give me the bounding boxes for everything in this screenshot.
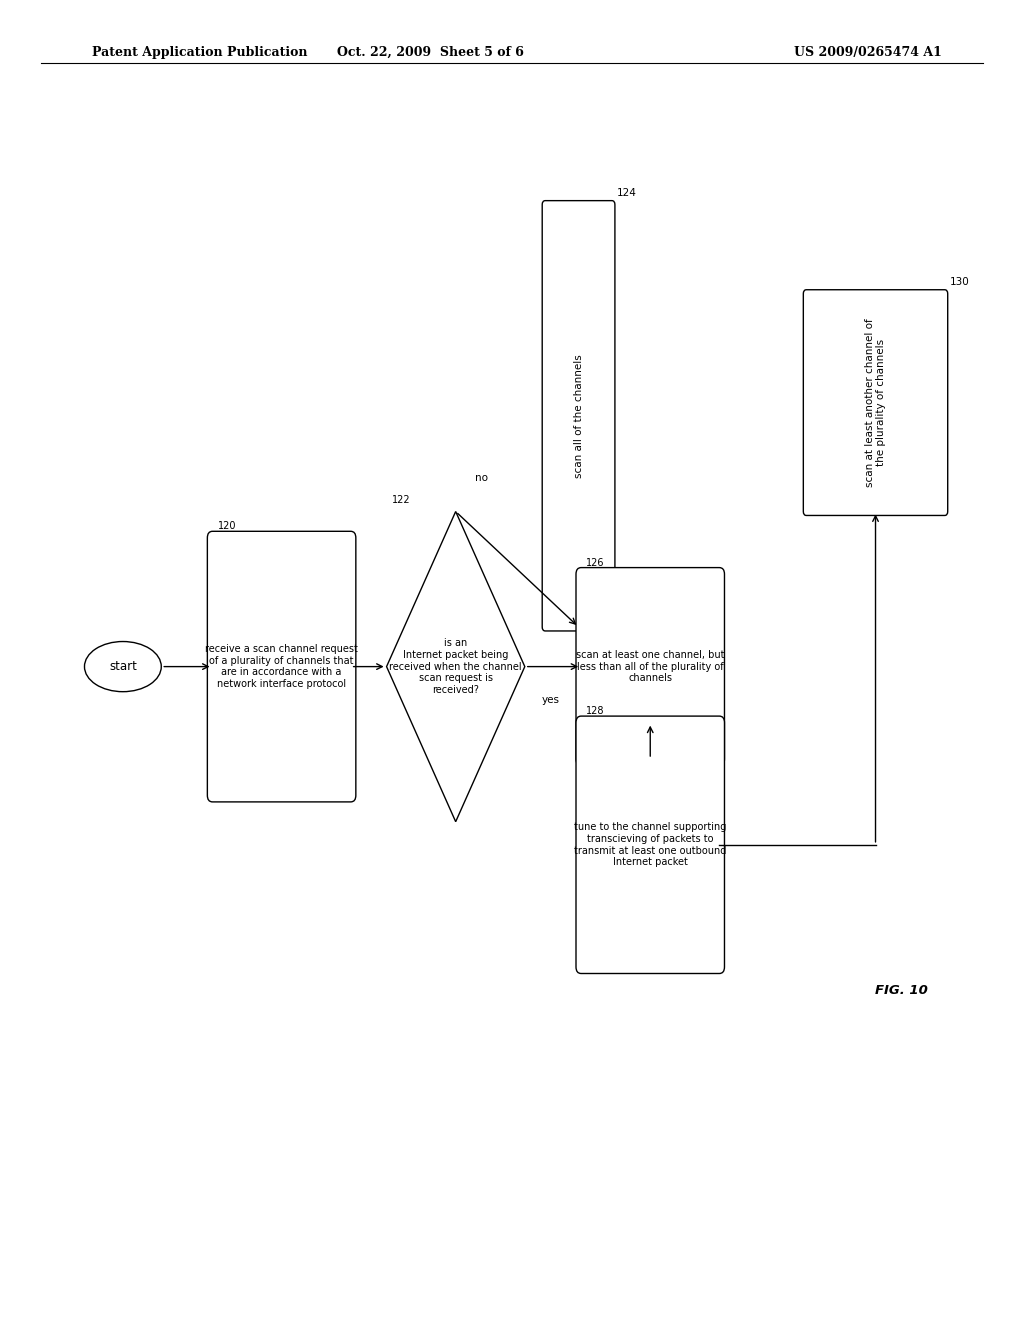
Text: 130: 130 xyxy=(950,277,970,288)
Text: yes: yes xyxy=(542,694,559,705)
FancyBboxPatch shape xyxy=(575,715,725,974)
Text: start: start xyxy=(109,660,137,673)
FancyBboxPatch shape xyxy=(207,532,356,803)
Text: 122: 122 xyxy=(391,495,411,504)
Text: receive a scan channel request
of a plurality of channels that
are in accordance: receive a scan channel request of a plur… xyxy=(205,644,358,689)
Text: 120: 120 xyxy=(218,521,237,531)
FancyBboxPatch shape xyxy=(575,568,725,766)
Text: is an
Internet packet being
received when the channel
scan request is
received?: is an Internet packet being received whe… xyxy=(389,639,522,694)
FancyBboxPatch shape xyxy=(803,290,948,516)
Text: scan at least one channel, but
less than all of the plurality of
channels: scan at least one channel, but less than… xyxy=(575,649,725,684)
Text: FIG. 10: FIG. 10 xyxy=(874,983,928,997)
FancyBboxPatch shape xyxy=(543,201,614,631)
Text: scan all of the channels: scan all of the channels xyxy=(573,354,584,478)
Text: US 2009/0265474 A1: US 2009/0265474 A1 xyxy=(795,46,942,59)
Text: 124: 124 xyxy=(616,187,637,198)
Text: 128: 128 xyxy=(586,706,605,715)
Polygon shape xyxy=(387,511,524,821)
Ellipse shape xyxy=(84,642,162,692)
Text: Patent Application Publication: Patent Application Publication xyxy=(92,46,307,59)
Text: no: no xyxy=(475,474,487,483)
Text: tune to the channel supporting
transcieving of packets to
transmit at least one : tune to the channel supporting transciev… xyxy=(574,822,726,867)
Text: 126: 126 xyxy=(586,557,605,568)
Text: Oct. 22, 2009  Sheet 5 of 6: Oct. 22, 2009 Sheet 5 of 6 xyxy=(337,46,523,59)
Text: scan at least another channel of
the plurality of channels: scan at least another channel of the plu… xyxy=(864,318,887,487)
